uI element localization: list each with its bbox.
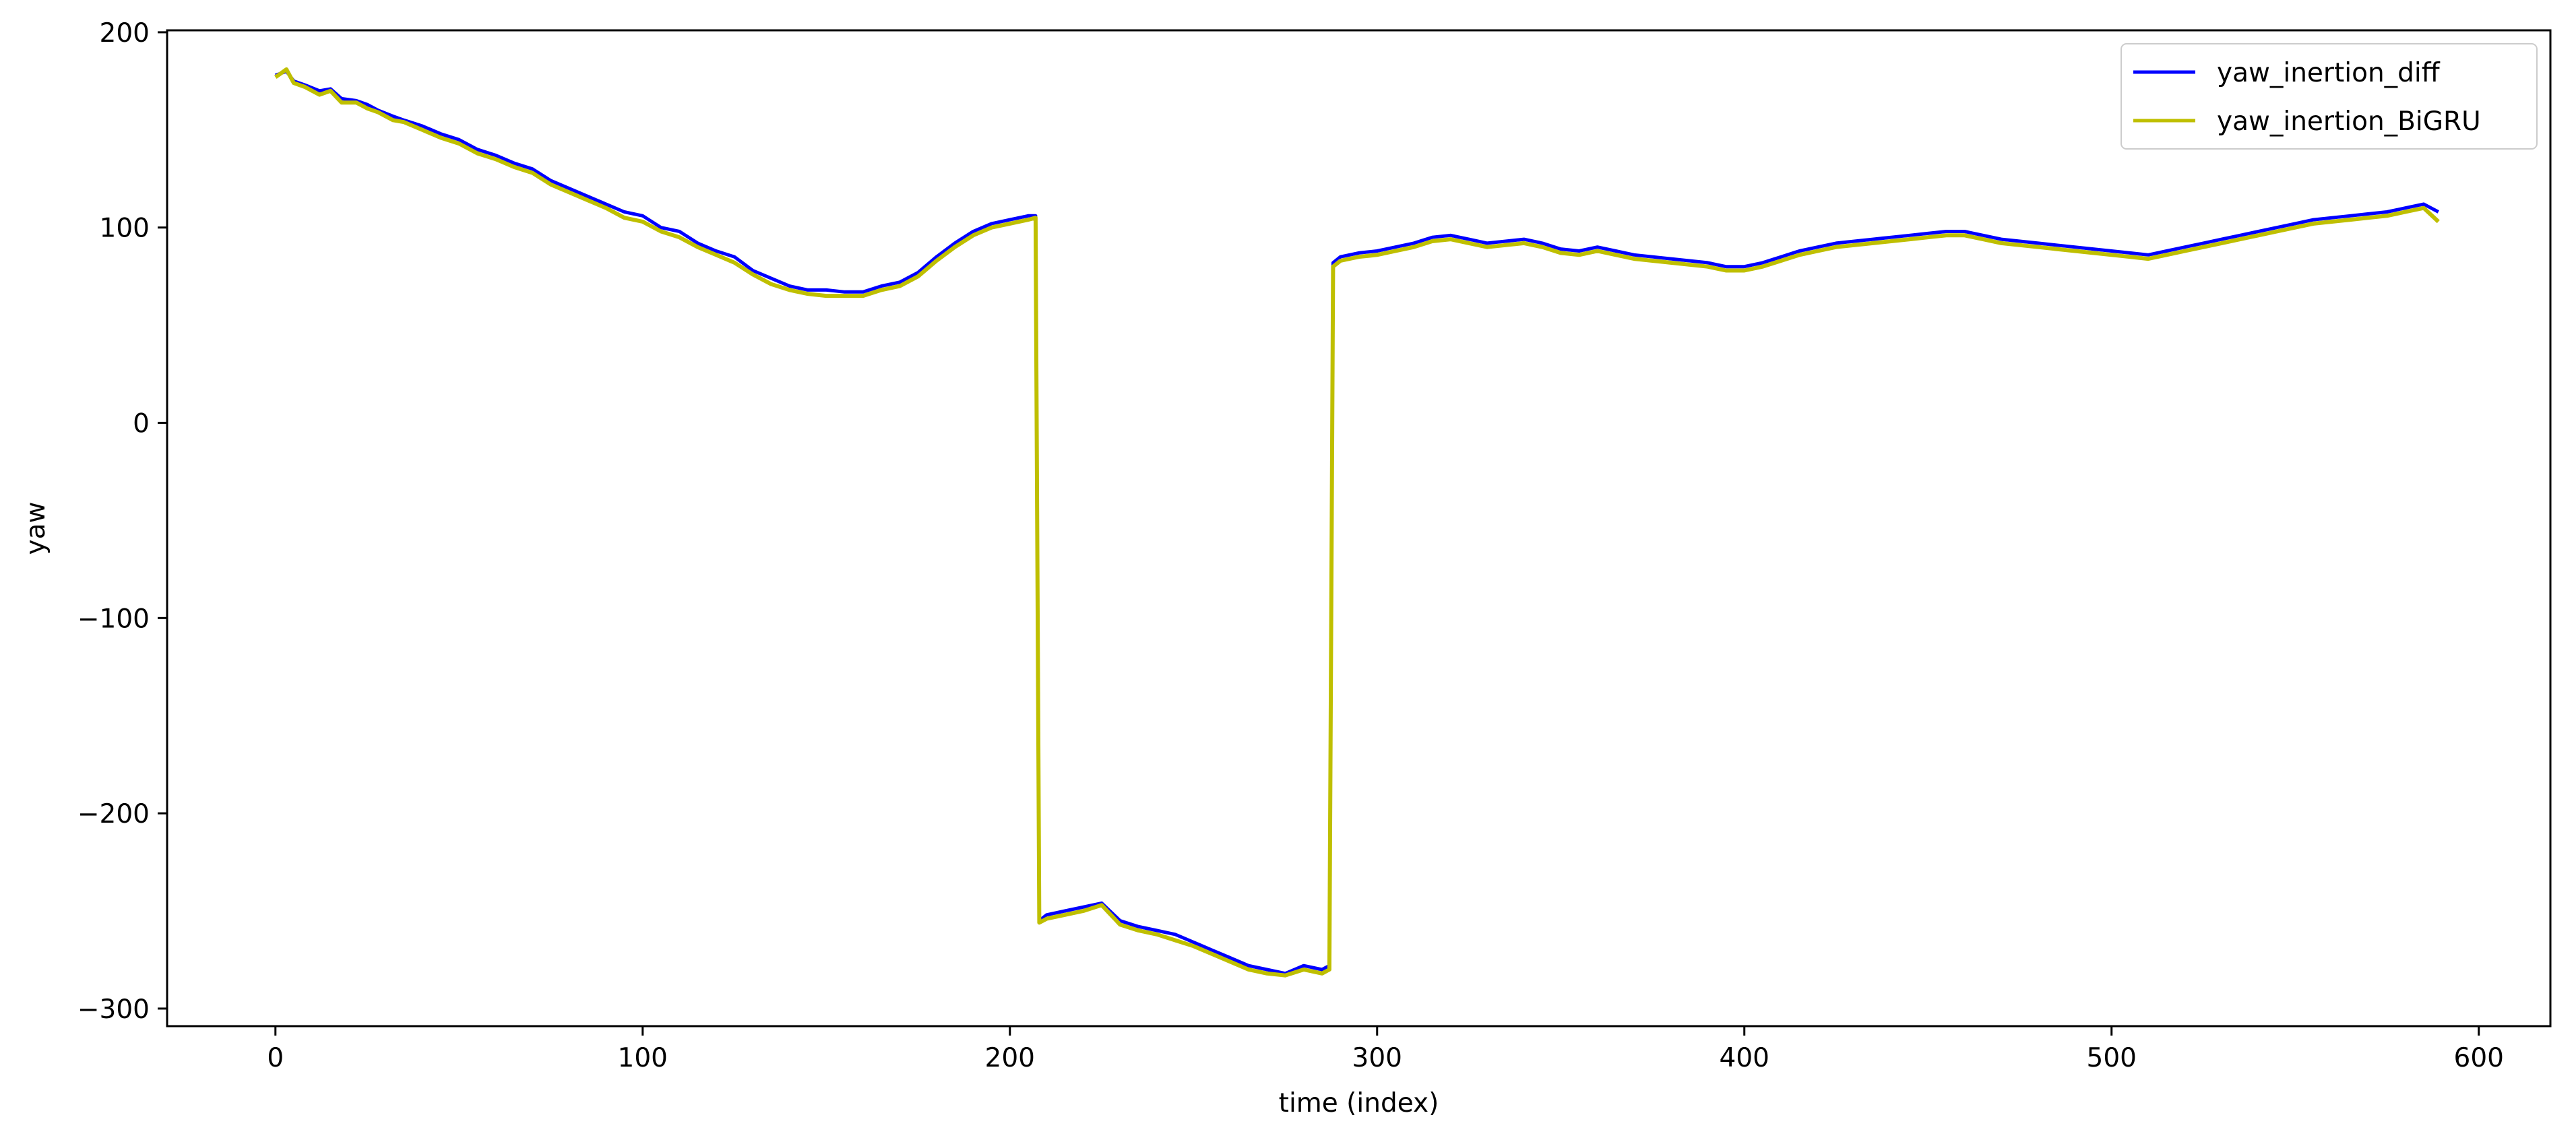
x-tick-label: 100 (618, 1043, 668, 1073)
series-lines (274, 67, 2440, 978)
y-tick-label: 200 (100, 18, 150, 49)
series-line-yaw-inertion-diff (274, 69, 2439, 976)
y-tick-label: −200 (77, 799, 150, 829)
y-axis-ticks: 200 100 0 −100 −200 −300 (77, 18, 167, 1025)
x-tick-label: 400 (1720, 1043, 1769, 1073)
y-axis-label: yaw (21, 502, 51, 555)
x-axis-ticks: 0 100 200 300 400 500 600 (267, 1026, 2504, 1073)
x-tick-label: 0 (267, 1043, 284, 1073)
x-tick-label: 300 (1352, 1043, 1402, 1073)
y-tick-label: −300 (77, 994, 150, 1025)
plot-frame (166, 29, 2552, 1028)
legend: yaw_inertion_diff yaw_inertion_BiGRU (2121, 43, 2538, 150)
legend-box (2121, 43, 2538, 150)
x-tick-label: 200 (985, 1043, 1035, 1073)
y-tick-label: −100 (77, 604, 150, 634)
legend-label-yaw-inertion-bigru: yaw_inertion_BiGRU (2217, 106, 2481, 137)
y-tick-label: 0 (133, 409, 150, 439)
x-tick-label: 500 (2087, 1043, 2137, 1073)
x-axis-label: time (index) (1279, 1088, 1439, 1118)
y-tick-label: 100 (100, 214, 150, 244)
series-line-yaw-inertion-bigru (274, 67, 2440, 978)
x-tick-label: 600 (2454, 1043, 2504, 1073)
legend-label-yaw-inertion-diff: yaw_inertion_diff (2217, 58, 2441, 88)
